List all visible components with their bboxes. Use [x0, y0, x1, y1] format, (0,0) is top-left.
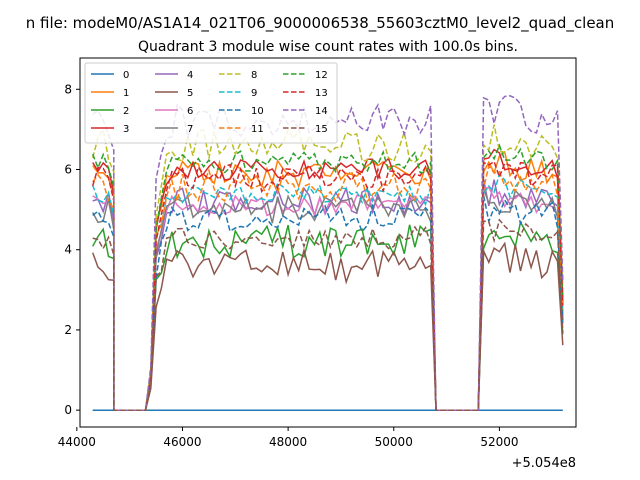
y-tick-label: 0	[64, 403, 72, 417]
chart-title: Quadrant 3 module wise count rates with …	[138, 39, 518, 55]
x-tick-label: 44000	[58, 435, 96, 449]
legend-label-3: 3	[123, 124, 129, 135]
legend-label-11: 11	[251, 124, 264, 135]
y-axis: 0 2 4 6 8	[64, 82, 80, 417]
legend-label-4: 4	[187, 70, 193, 81]
x-axis: 44000 46000 48000 50000 52000	[58, 427, 519, 449]
legend-label-12: 12	[315, 70, 328, 81]
y-tick-label: 6	[64, 163, 72, 177]
legend-label-1: 1	[123, 88, 129, 99]
x-offset-label: +5.054e8	[512, 456, 576, 471]
series-line-15	[92, 218, 564, 411]
series-line-7	[92, 188, 564, 411]
series-line-13	[91, 160, 564, 411]
series-line-6	[92, 186, 564, 411]
legend-label-9: 9	[251, 88, 257, 99]
legend-label-7: 7	[187, 124, 193, 135]
series-line-8	[91, 124, 564, 411]
series-line-11	[92, 164, 564, 411]
x-tick-label: 50000	[375, 435, 413, 449]
series-line-2	[92, 220, 564, 411]
series-line-10	[92, 194, 564, 411]
x-tick-label: 46000	[163, 435, 201, 449]
x-tick-label: 52000	[480, 435, 518, 449]
legend-box	[84, 62, 338, 144]
legend-label-5: 5	[187, 88, 193, 99]
legend-label-13: 13	[315, 88, 328, 99]
series-line-5	[91, 241, 564, 411]
legend-label-15: 15	[315, 124, 328, 135]
legend-label-0: 0	[123, 70, 129, 81]
figure-suptitle: n file: modeM0/AS1A14_021T06_9000006538_…	[26, 14, 615, 33]
plot-frame	[79, 57, 577, 428]
series-line-9	[91, 172, 564, 411]
legend-label-14: 14	[315, 106, 328, 117]
series-line-3	[92, 148, 564, 411]
y-tick-label: 4	[64, 243, 72, 257]
legend-label-6: 6	[187, 106, 193, 117]
x-tick-label: 48000	[269, 435, 307, 449]
y-tick-label: 2	[64, 323, 72, 337]
legend-label-8: 8	[251, 70, 257, 81]
y-tick-label: 8	[64, 82, 72, 96]
legend-label-10: 10	[251, 106, 264, 117]
legend-label-2: 2	[123, 106, 129, 117]
